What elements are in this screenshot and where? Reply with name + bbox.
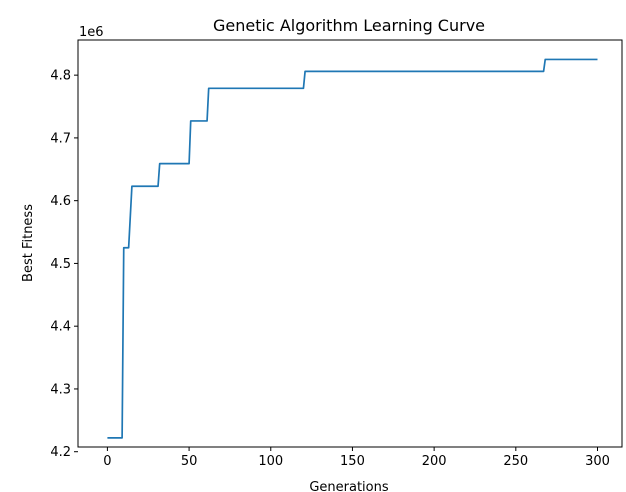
- y-axis-label: Best Fitness: [21, 204, 36, 282]
- y-tick-label-4.3: 4.3: [50, 382, 71, 397]
- y-tick-label-4.6: 4.6: [50, 194, 71, 209]
- y-offset-label: 1e6: [79, 25, 104, 40]
- y-tick-label-4.2: 4.2: [50, 445, 71, 460]
- x-tick-label-100: 100: [258, 454, 283, 469]
- x-tick-label-250: 250: [503, 454, 528, 469]
- y-tick-label-4.7: 4.7: [50, 131, 71, 146]
- y-tick-label-4.8: 4.8: [50, 69, 71, 84]
- plot-area: 0 50 100 150 200 250 300 4.2 4.3 4.4 4.5 4.6 4.7 4.8: [50, 39, 623, 469]
- chart-title: Genetic Algorithm Learning Curve: [213, 16, 485, 35]
- y-tick-label-4.4: 4.4: [50, 320, 71, 335]
- axes-frame: [77, 39, 623, 448]
- x-tick-label-150: 150: [340, 454, 365, 469]
- y-tick-label-4.5: 4.5: [50, 257, 71, 272]
- x-tick-label-300: 300: [585, 454, 610, 469]
- x-tick-label-50: 50: [181, 454, 198, 469]
- x-tick-label-200: 200: [422, 454, 447, 469]
- x-axis-label: Generations: [309, 480, 389, 492]
- x-tick-label-0: 0: [103, 454, 111, 469]
- series-line-0: [107, 58, 598, 439]
